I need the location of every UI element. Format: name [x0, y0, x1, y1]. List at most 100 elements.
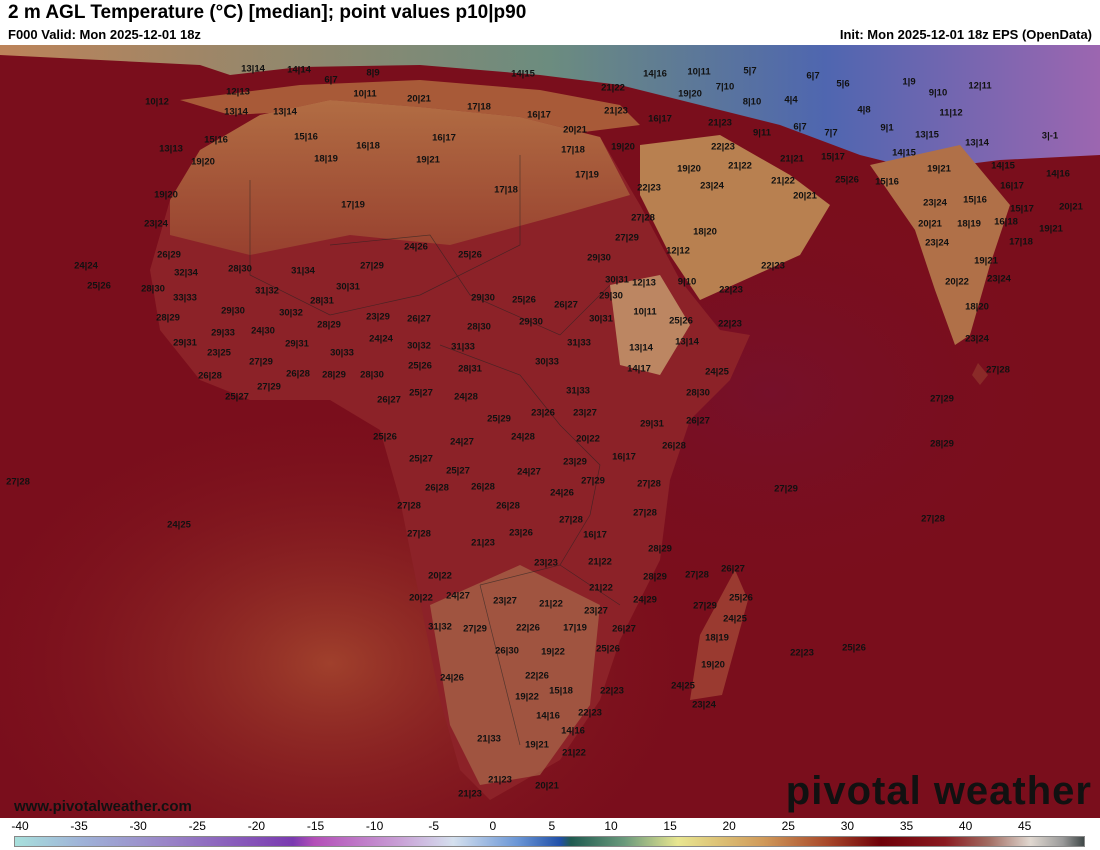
point-value-label: 17|19: [341, 199, 365, 211]
point-value-label: 29|30: [221, 305, 245, 317]
colorbar-tick-label: 45: [1018, 819, 1032, 833]
point-value-label: 20|21: [793, 190, 817, 202]
point-value-label: 30|31: [589, 313, 613, 325]
colorbar-tick-label: -15: [306, 819, 325, 833]
point-value-label: 21|23: [488, 774, 512, 786]
point-value-label: 32|34: [174, 267, 198, 279]
point-value-label: 28|29: [156, 312, 180, 324]
point-value-label: 21|22: [539, 598, 563, 610]
point-value-label: 9|1: [880, 122, 894, 134]
colorbar-tick-label: -30: [129, 819, 147, 833]
point-value-label: 9|10: [928, 87, 948, 99]
temperature-map[interactable]: 13|14 14|14 6|7 8|9 10|11 20|21 14|15 14|16 10|1…: [0, 45, 1100, 818]
website-url[interactable]: www.pivotalweather.com: [14, 798, 192, 815]
point-value-label: 20|22: [409, 592, 433, 604]
init-time: Init: Mon 2025-12-01 18z EPS (OpenData): [839, 27, 1092, 42]
point-value-label: 23|29: [563, 456, 587, 468]
point-value-label: 26|27: [721, 563, 745, 575]
point-value-label: 21|22: [728, 160, 752, 172]
point-value-label: 27|29: [930, 393, 954, 405]
point-value-label: 26|27: [686, 415, 710, 427]
point-value-label: 23|24: [692, 699, 716, 711]
colorbar-tick-label: -5: [428, 819, 440, 833]
point-value-label: 7|7: [824, 127, 838, 139]
point-value-label: 28|29: [648, 543, 672, 555]
point-value-label: 24|27: [517, 466, 541, 478]
point-value-label: 24|25: [723, 613, 747, 625]
point-value-label: 16|17: [583, 529, 607, 541]
point-value-label: 29|30: [519, 316, 543, 328]
point-value-label: 24|26: [404, 241, 428, 253]
point-value-label: 26|28: [425, 482, 449, 494]
point-value-label: 24|25: [167, 519, 191, 531]
point-value-label: 24|24: [74, 260, 98, 272]
point-value-label: 17|18: [467, 101, 491, 113]
arabian-peninsula: [640, 135, 830, 300]
colorbar-labels: -40 -35 -30 -25 -20 -15 -10 -5 0 5 10 15 20 25 30 35 40 4…: [0, 819, 1100, 835]
point-value-label: 25|26: [512, 294, 536, 306]
point-value-label: 31|33: [566, 385, 590, 397]
point-value-label: 23|24: [965, 333, 989, 345]
point-value-label: 18|19: [314, 153, 338, 165]
point-value-label: 27|28: [633, 507, 657, 519]
point-value-label: 23|23: [534, 557, 558, 569]
point-value-label: 20|21: [1059, 201, 1083, 213]
point-value-label: 23|25: [207, 347, 231, 359]
point-value-label: 15|17: [821, 151, 845, 163]
point-value-label: 28|31: [310, 295, 334, 307]
point-value-label: 13|15: [915, 129, 939, 141]
point-value-label: 27|29: [463, 623, 487, 635]
ethiopian-highlands: [610, 275, 690, 375]
colorbar-tick-label: 15: [663, 819, 677, 833]
point-value-label: 30|31: [605, 274, 629, 286]
point-value-label: 6|7: [806, 70, 820, 82]
point-value-label: 15|18: [549, 685, 573, 697]
point-value-label: 20|22: [428, 570, 452, 582]
point-value-label: 31|33: [567, 337, 591, 349]
point-value-label: 21|23: [458, 788, 482, 800]
point-value-label: 27|29: [693, 600, 717, 612]
point-value-label: 25|26: [373, 431, 397, 443]
point-value-label: 23|27: [493, 595, 517, 607]
colorbar-tick-label: 40: [958, 819, 973, 833]
point-value-label: 23|27: [573, 407, 597, 419]
point-value-label: 25|27: [225, 391, 249, 403]
point-value-label: 23|24: [700, 180, 724, 192]
point-value-label: 19|22: [541, 646, 565, 658]
point-value-label: 27|29: [581, 475, 605, 487]
point-value-label: 22|23: [761, 260, 785, 272]
point-value-label: 14|14: [287, 64, 311, 76]
point-value-label: 30|33: [535, 356, 559, 368]
map-title: 2 m AGL Temperature (°C) [median]; point…: [8, 2, 527, 23]
temperature-colorbar: [14, 836, 1085, 847]
point-value-label: 19|20: [154, 189, 178, 201]
point-value-label: 17|18: [561, 144, 585, 156]
point-value-label: 23|24: [987, 273, 1011, 285]
point-value-label: 16|17: [527, 109, 551, 121]
point-value-label: 25|29: [487, 413, 511, 425]
point-value-label: 14|16: [561, 725, 585, 737]
point-value-label: 27|29: [615, 232, 639, 244]
point-value-label: 26|27: [554, 299, 578, 311]
point-value-label: 14|15: [892, 147, 916, 159]
point-value-label: 12|11: [968, 80, 992, 92]
point-value-label: 24|26: [440, 672, 464, 684]
point-value-label: 16|17: [432, 132, 456, 144]
colorbar-tick-label: 35: [899, 819, 914, 833]
point-value-label: 28|31: [458, 363, 482, 375]
point-value-label: 24|26: [550, 487, 574, 499]
valid-time: F000 Valid: Mon 2025-12-01 18z: [8, 27, 201, 42]
point-value-label: 15|16: [204, 134, 228, 146]
point-value-label: 31|32: [255, 285, 279, 297]
point-value-label: 28|30: [467, 321, 491, 333]
point-value-label: 21|23: [471, 537, 495, 549]
point-value-label: 16|18: [356, 140, 380, 152]
point-value-label: 17|18: [1009, 236, 1033, 248]
point-value-label: 11|12: [939, 107, 963, 119]
point-value-label: 10|11: [687, 66, 711, 78]
point-value-label: 19|20: [611, 141, 635, 153]
europe-asia-landmass: [0, 45, 1100, 170]
point-value-label: 31|33: [451, 341, 475, 353]
point-value-label: 22|23: [718, 318, 742, 330]
point-value-label: 25|27: [409, 453, 433, 465]
